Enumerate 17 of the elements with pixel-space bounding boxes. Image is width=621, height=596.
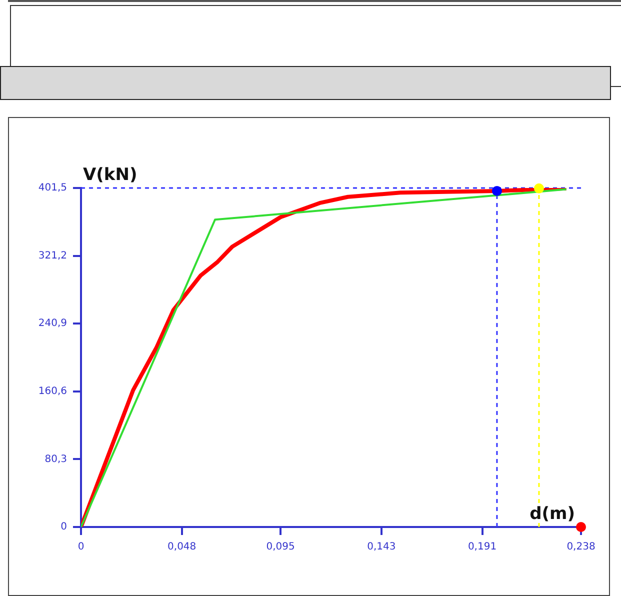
y-tick-label: 401,5 xyxy=(38,182,67,194)
y-tick-label: 240,9 xyxy=(38,318,67,330)
x-tick-label: 0,238 xyxy=(566,542,596,553)
x-tick-label: 0,048 xyxy=(168,542,196,553)
x-tick-label: 0,095 xyxy=(266,542,295,553)
x-tick-label: 0 xyxy=(78,542,84,553)
point xyxy=(534,183,544,194)
y-tick-label: 80,3 xyxy=(44,454,67,465)
y-tick-label: 160,6 xyxy=(38,386,67,397)
y-axis-title: V(kN) xyxy=(83,164,138,185)
x-tick-label: 0,191 xyxy=(468,542,497,553)
point xyxy=(492,186,502,196)
y-tick-label: 321,2 xyxy=(38,250,67,262)
x-tick-label: 0,143 xyxy=(367,542,396,553)
point xyxy=(576,522,586,532)
y-tick-label: 0 xyxy=(60,522,67,533)
x-axis-title: d(m) xyxy=(530,504,575,524)
